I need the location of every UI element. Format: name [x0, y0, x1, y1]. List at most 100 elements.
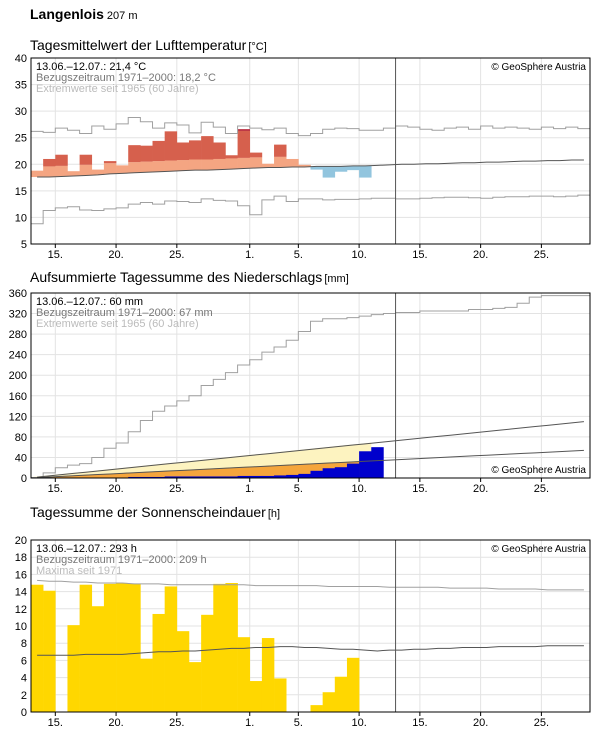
x-tick-label: 25. — [534, 483, 549, 495]
precipitation-unit: [mm] — [324, 273, 349, 285]
precip-median-line — [37, 449, 584, 479]
temp-bar-mild — [79, 164, 93, 176]
sun-max-line — [37, 579, 584, 591]
temp-reference-line — [37, 159, 584, 178]
sun-bar — [201, 614, 214, 712]
plot-frame — [30, 292, 591, 479]
temp-bar-mild — [31, 170, 44, 178]
x-tick-label: 1. — [245, 717, 254, 729]
temp-bar-mild — [67, 171, 80, 176]
temp-bar-mild — [188, 159, 202, 171]
sun-bar — [213, 583, 226, 712]
precip-observed-bar — [176, 476, 190, 478]
x-tick-label: 5. — [294, 249, 303, 261]
temp-bar-warm — [140, 145, 153, 162]
sun-bar — [274, 678, 287, 712]
temp-bar-warm — [213, 142, 226, 159]
sun-bar — [79, 584, 93, 712]
temp-bar-warm — [152, 140, 165, 162]
precip-max-line — [31, 295, 590, 478]
y-tick-label: 40 — [15, 53, 27, 65]
sunshine-title-text: Tagessumme der Sonnenscheindauer — [30, 504, 266, 520]
precip-observed-bar — [322, 468, 336, 478]
temp-bar-mild — [152, 161, 165, 172]
sun-bar — [152, 613, 165, 712]
temp-bar-hot — [237, 129, 251, 131]
sun-bar — [31, 584, 44, 712]
temp-bar-mild — [274, 156, 287, 168]
precipitation-chart-title: Aufsummierte Tagessumme des Niederschlag… — [30, 269, 349, 285]
precip-observed-bar — [274, 475, 287, 478]
info-extremes: Maxima seit 1971 — [36, 565, 122, 577]
sun-bar — [249, 681, 263, 712]
y-tick-label: 0 — [21, 707, 27, 719]
x-tick-label: 5. — [294, 483, 303, 495]
temp-bar-warm — [188, 140, 202, 160]
precipitation-title-text: Aufsummierte Tagessumme des Niederschlag… — [30, 269, 323, 285]
precip-observed-bar — [371, 447, 384, 478]
temp-max-line — [31, 117, 590, 137]
copyright: © GeoSphere Austria — [491, 465, 586, 476]
x-tick-label: 15. — [48, 717, 63, 729]
sun-reference-line — [37, 645, 584, 656]
temp-bar-mild — [43, 166, 56, 178]
precip-observed-bar — [140, 476, 153, 478]
temp-bar-warm — [249, 152, 263, 158]
x-tick-label: 15. — [412, 483, 427, 495]
station-title: Langenlois 207 m — [30, 6, 137, 22]
x-tick-label: 25. — [169, 249, 184, 261]
y-tick-label: 25 — [15, 133, 27, 145]
y-tick-label: 120 — [9, 411, 27, 423]
precip-reference-line — [37, 421, 584, 478]
sun-bar — [322, 692, 336, 712]
precip-observed-bar — [128, 476, 141, 478]
precip-observed-bar — [249, 475, 263, 478]
y-tick-label: 360 — [9, 288, 27, 300]
temp-bar-mild — [103, 163, 117, 174]
info-reference: Bezugszeitraum 1971–2000: 209 h — [36, 554, 207, 566]
sun-bar — [128, 583, 141, 712]
x-tick-label: 10. — [351, 717, 366, 729]
temp-bar-mild — [225, 158, 238, 170]
sun-bar — [188, 662, 202, 712]
sunshine-chart-title: Tagessumme der Sonnenscheindauer [h] — [30, 504, 280, 520]
sun-bar — [67, 625, 80, 712]
y-tick-label: 15 — [15, 186, 27, 198]
x-tick-label: 25. — [169, 717, 184, 729]
y-tick-label: 14 — [15, 587, 27, 599]
sun-bar — [116, 583, 129, 712]
y-tick-label: 10 — [15, 212, 27, 224]
sun-bar — [261, 638, 275, 712]
temp-bar-mild — [201, 159, 214, 171]
y-tick-label: 40 — [15, 452, 27, 464]
temp-bar-cool — [359, 165, 372, 178]
temp-bar-mild — [213, 158, 226, 170]
temp-bar-warm — [55, 154, 68, 166]
sun-bar — [176, 631, 190, 712]
temp-bar-mild — [261, 163, 275, 168]
y-tick-label: 2 — [21, 690, 27, 702]
precip-observed-bar — [286, 474, 299, 478]
y-tick-label: 280 — [9, 329, 27, 341]
copyright: © GeoSphere Austria — [491, 62, 586, 73]
precip-observed-bar — [225, 476, 238, 478]
sun-bar — [164, 586, 178, 712]
sun-bar — [237, 637, 251, 712]
y-tick-label: 6 — [21, 655, 27, 667]
temperature-unit: [°C] — [248, 41, 267, 53]
precip-observed-bar — [334, 467, 348, 478]
y-tick-label: 20 — [15, 535, 27, 547]
temp-bar-warm — [237, 130, 251, 158]
temp-min-line — [31, 194, 590, 225]
sunshine-unit: [h] — [267, 508, 281, 520]
x-tick-label: 20. — [108, 717, 123, 729]
temp-bar-warm — [164, 131, 178, 161]
copyright: © GeoSphere Austria — [491, 544, 586, 555]
temp-bar-mild — [140, 161, 153, 173]
temp-bar-mild — [249, 157, 263, 169]
x-tick-label: 20. — [473, 249, 488, 261]
temp-bar-warm — [201, 136, 214, 160]
station-elevation: 207 m — [106, 10, 138, 22]
